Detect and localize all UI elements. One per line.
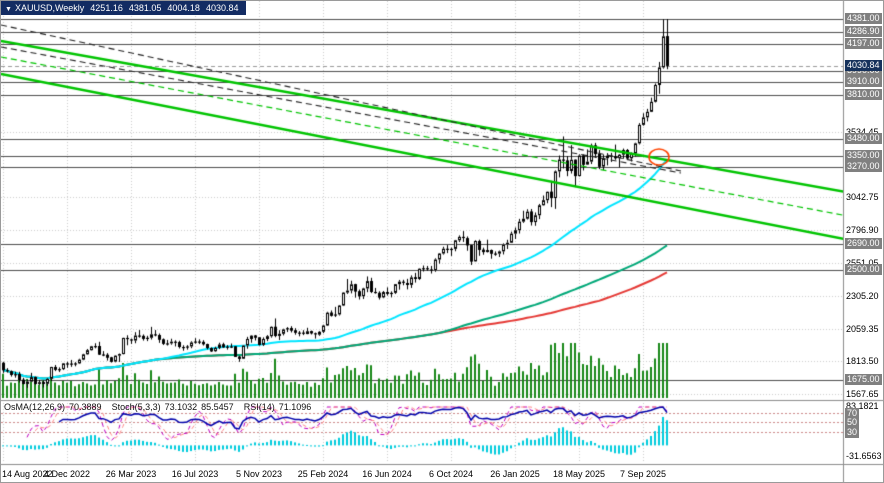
stoch-main-value: 73.1032	[164, 402, 198, 412]
chart-dropdown-icon[interactable]: ▼	[5, 6, 12, 13]
price-level-label: 4381.00	[845, 12, 882, 24]
price-level-label: 4286.90	[845, 25, 882, 37]
indicator-min-label: -31.6563	[846, 451, 882, 461]
price-level-label: 3480.00	[845, 133, 882, 145]
date-label: 18 May 2025	[552, 469, 606, 479]
current-price-label: 4030.84	[845, 59, 882, 71]
price-tick-label: 2059.35	[846, 323, 879, 334]
date-label: 26 Jan 2025	[490, 469, 540, 479]
open-value: 4251.16	[90, 3, 123, 13]
osma-value: 70.3889	[69, 402, 102, 412]
date-label: 25 Feb 2024	[297, 469, 349, 479]
date-label: 6 Oct 2024	[428, 469, 474, 479]
stoch-signal-value: 85.5457	[201, 402, 234, 412]
symbol-ohlc-bar[interactable]: ▼ XAUUSD,Weekly 4251.16 4381.05 4004.18 4030.…	[1, 1, 247, 15]
price-level-label: 1675.00	[845, 373, 882, 385]
price-tick-label: 1813.50	[846, 356, 879, 367]
price-level-label: 3270.00	[845, 161, 882, 173]
high-value: 4381.05	[128, 3, 162, 13]
date-label: 7 Sep 2025	[619, 469, 667, 479]
low-value: 4004.18	[167, 3, 200, 13]
price-level-label: 3350.00	[845, 150, 882, 162]
date-label: 5 Nov 2023	[235, 469, 283, 479]
price-level-label: 2690.00	[845, 238, 882, 250]
date-label: 14 Aug 2022	[2, 469, 53, 479]
close-value: 4030.84	[205, 3, 239, 13]
price-tick-label: 2305.20	[846, 290, 879, 301]
stoch-label: Stoch(5,3,3)	[111, 402, 161, 412]
symbol-period-label: XAUUSD,Weekly	[14, 3, 85, 13]
price-tick-label: 2551.05	[846, 258, 879, 269]
rsi-label: RSI(14)	[243, 402, 275, 412]
price-level-label: 3910.00	[845, 75, 882, 87]
indicator-level-label: 50	[845, 417, 860, 429]
price-tick-label: 3534.45	[846, 126, 879, 137]
date-label: 26 Mar 2023	[105, 469, 157, 479]
indicator-level-label: 70	[845, 408, 860, 420]
price-level-label: 3810.00	[845, 89, 882, 101]
price-level-label: 2500.00	[845, 263, 882, 275]
indicator-legend: OsMA(12,26,9) 70.3889 Stoch(5,3,3) 73.1032 8…	[4, 402, 311, 412]
date-label: 16 Jul 2023	[171, 469, 219, 479]
rsi-value: 71.1096	[278, 402, 312, 412]
indicator-max-label: 83.1821	[846, 401, 879, 411]
osma-label: OsMA(12,26,9)	[4, 402, 66, 412]
indicator-level-label: 30	[845, 426, 860, 438]
date-label: 16 Jun 2024	[362, 469, 412, 479]
price-tick-label: 1567.65	[846, 389, 879, 400]
date-label: 4 Dec 2022	[43, 469, 91, 479]
price-tick-label: 3042.75	[846, 192, 879, 203]
price-level-label: 4197.00	[845, 37, 882, 49]
price-tick-label: 2796.90	[846, 225, 879, 236]
